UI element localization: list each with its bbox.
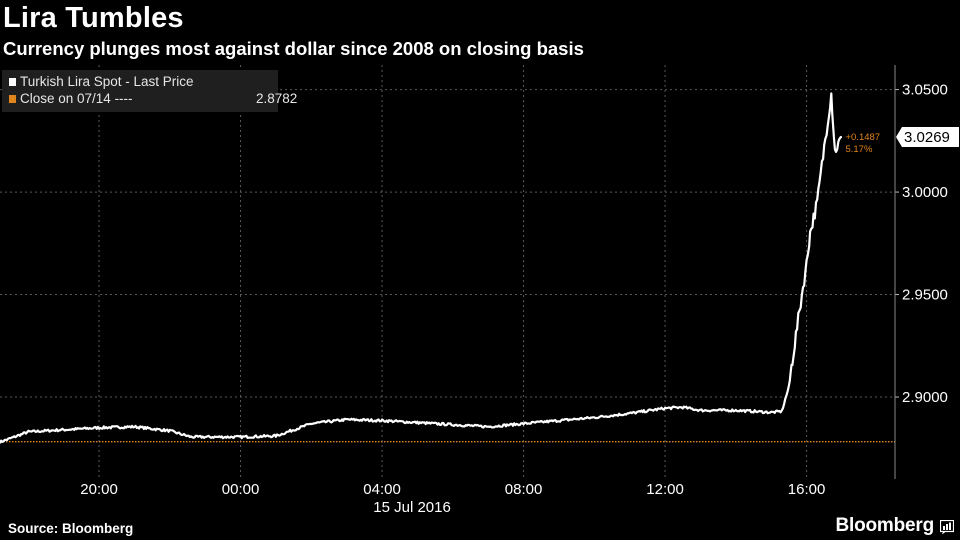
legend-item-series: Turkish Lira Spot - Last Price	[9, 74, 194, 89]
line-chart: 20:00 00:00 04:00 08:00 12:00 16:00 15 Jul 201…	[0, 65, 959, 515]
legend-close-label: Close on 07/14 ----	[20, 91, 133, 106]
y-tick-label: 3.0000	[902, 184, 948, 201]
y-tick-label: 3.0500	[902, 82, 948, 99]
last-value-tag	[896, 126, 959, 147]
x-tick-label: 12:00	[646, 481, 684, 498]
series-line-lira	[0, 92, 843, 444]
legend-item-close: Close on 07/14 ----	[9, 91, 133, 106]
chart-subtitle: Currency plunges most against dollar sin…	[3, 38, 584, 59]
axis-layer: 20:00 00:00 04:00 08:00 12:00 16:00 15 Jul 201…	[80, 65, 959, 515]
x-tick-label: 04:00	[363, 481, 401, 498]
y-tick-label: 2.9000	[902, 389, 948, 406]
x-tick-label: 20:00	[80, 481, 118, 498]
last-value-label: 3.0269	[904, 129, 950, 146]
brand-logo-text: Bloomberg	[835, 515, 935, 536]
x-tick-label: 16:00	[788, 481, 826, 498]
change-value-label: +0.1487	[845, 132, 880, 143]
source-note: Source: Bloomberg	[8, 521, 134, 536]
bloomberg-terminal-icon	[940, 520, 954, 535]
series-layer	[0, 92, 843, 444]
x-tick-label: 08:00	[505, 481, 543, 498]
x-tick-label: 00:00	[222, 481, 260, 498]
legend-series-label: Turkish Lira Spot - Last Price	[20, 74, 194, 89]
grid	[0, 65, 895, 479]
chart-title: Lira Tumbles	[3, 2, 184, 34]
change-percent-label: 5.17%	[845, 144, 872, 155]
x-axis-date-label: 15 Jul 2016	[373, 499, 451, 515]
legend-swatch-series	[9, 78, 16, 86]
y-tick-label: 2.9500	[902, 287, 948, 304]
legend: Turkish Lira Spot - Last Price Close on …	[2, 70, 297, 112]
legend-close-value: 2.8782	[256, 91, 298, 106]
legend-swatch-close	[9, 95, 16, 103]
